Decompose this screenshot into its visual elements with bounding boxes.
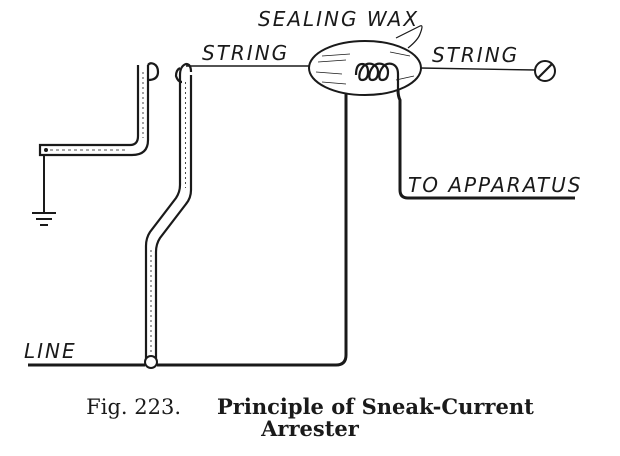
line-spring xyxy=(144,62,193,369)
sealing-wax-blob xyxy=(308,40,422,96)
label-string-left: STRING xyxy=(202,41,289,65)
label-sealing-wax: SEALING WAX xyxy=(258,7,419,31)
figure-number: Fig. 223. xyxy=(86,395,182,419)
apparatus-wire xyxy=(396,89,575,200)
label-line: LINE xyxy=(24,339,77,363)
sealing-wax-leader xyxy=(395,25,423,49)
screw-icon xyxy=(534,60,556,82)
figure-title-line2: Arrester xyxy=(261,416,359,441)
label-string-right: STRING xyxy=(432,43,519,67)
figure-caption: Fig. 223. Principle of Sneak-Current xyxy=(0,394,620,419)
figure-title-line1: Principle of Sneak-Current xyxy=(217,394,534,419)
ground-spring xyxy=(38,62,160,157)
ground-icon xyxy=(32,155,56,226)
label-to-apparatus: TO APPARATUS xyxy=(408,173,582,197)
heat-coil-icon xyxy=(354,62,400,90)
string-right xyxy=(419,67,537,71)
